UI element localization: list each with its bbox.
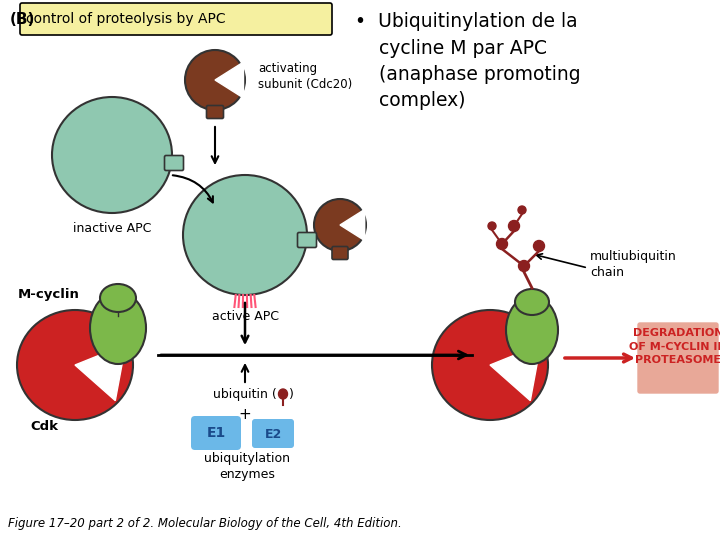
Ellipse shape <box>515 289 549 315</box>
Ellipse shape <box>508 220 520 232</box>
Ellipse shape <box>506 296 558 364</box>
Ellipse shape <box>185 50 245 110</box>
Polygon shape <box>215 62 243 98</box>
Ellipse shape <box>488 222 496 230</box>
Text: (B): (B) <box>10 11 35 26</box>
FancyBboxPatch shape <box>207 105 223 118</box>
Ellipse shape <box>314 199 366 251</box>
Text: E2: E2 <box>264 428 282 441</box>
Text: DEGRADATION
OF M-CYCLIN IN
PROTEASOME: DEGRADATION OF M-CYCLIN IN PROTEASOME <box>629 328 720 365</box>
Text: inactive APC: inactive APC <box>73 222 151 235</box>
Ellipse shape <box>183 175 307 295</box>
FancyBboxPatch shape <box>191 416 241 450</box>
Text: +: + <box>238 407 251 422</box>
Ellipse shape <box>279 389 287 399</box>
Text: ubiquitin (: ubiquitin ( <box>213 388 277 401</box>
FancyBboxPatch shape <box>20 3 332 35</box>
Polygon shape <box>490 345 541 401</box>
Ellipse shape <box>534 240 544 252</box>
Text: control of proteolysis by APC: control of proteolysis by APC <box>26 12 225 26</box>
Text: multiubiquitin
chain: multiubiquitin chain <box>590 250 677 279</box>
Ellipse shape <box>497 239 508 249</box>
Ellipse shape <box>90 292 146 364</box>
Ellipse shape <box>518 260 529 272</box>
Text: •  Ubiquitinylation de la
    cycline M par APC
    (anaphase promoting
    comp: • Ubiquitinylation de la cycline M par A… <box>355 12 580 111</box>
Ellipse shape <box>52 97 172 213</box>
Text: M-cyclin: M-cyclin <box>18 288 80 301</box>
FancyBboxPatch shape <box>332 246 348 260</box>
FancyBboxPatch shape <box>297 233 317 247</box>
Polygon shape <box>75 345 126 401</box>
FancyBboxPatch shape <box>164 156 184 171</box>
FancyBboxPatch shape <box>252 419 294 448</box>
Text: activating
subunit (Cdc20): activating subunit (Cdc20) <box>258 62 352 91</box>
Text: ubiquitylation
enzymes: ubiquitylation enzymes <box>204 452 290 481</box>
Text: Figure 17–20 part 2 of 2. Molecular Biology of the Cell, 4th Edition.: Figure 17–20 part 2 of 2. Molecular Biol… <box>8 517 402 530</box>
Ellipse shape <box>100 284 136 312</box>
Text: Cdk: Cdk <box>30 420 58 433</box>
Ellipse shape <box>17 310 133 420</box>
Ellipse shape <box>432 310 548 420</box>
Text: active APC: active APC <box>212 310 279 323</box>
Polygon shape <box>340 210 365 241</box>
FancyBboxPatch shape <box>638 323 718 393</box>
Ellipse shape <box>518 206 526 214</box>
Text: ): ) <box>289 388 294 401</box>
Text: E1: E1 <box>207 426 225 440</box>
